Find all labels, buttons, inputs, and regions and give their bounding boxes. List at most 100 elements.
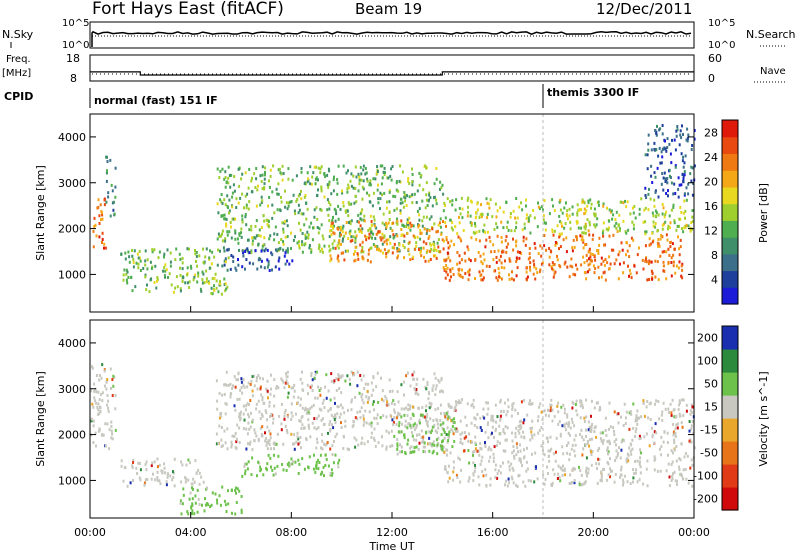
heatmap-cell-1-5: [556, 404, 559, 408]
heatmap-cell-0-8: [683, 173, 686, 177]
heatmap-cell-1-0: [109, 367, 112, 371]
heatmap-cell-1-5: [670, 449, 673, 453]
heatmap-cell-1-0: [90, 389, 93, 393]
heatmap-cell-0-3: [231, 195, 234, 199]
heatmap-cell-1-5: [474, 463, 476, 467]
heatmap-cell-0-5: [600, 275, 603, 279]
x-tick-label-3: 12:00: [376, 526, 408, 539]
heatmap-cell-1-1: [132, 458, 135, 462]
heatmap-cell-0-6: [460, 196, 463, 200]
heatmap-cell-0-5: [645, 257, 647, 261]
heatmap-cell-1-5: [474, 466, 477, 470]
heatmap-cell-1-5: [595, 401, 598, 405]
heatmap-cell-1-5: [549, 435, 552, 439]
heatmap-cell-0-8: [691, 193, 694, 197]
heatmap-cell-1-1: [194, 459, 197, 463]
heatmap-cell-0-8: [656, 166, 659, 170]
heatmap-cell-0-5: [626, 249, 629, 253]
heatmap-cell-1-1: [129, 481, 132, 485]
heatmap-cell-1-5: [568, 433, 571, 437]
heatmap-cell-1-5: [553, 472, 556, 476]
heatmap-cell-1-4: [324, 385, 327, 389]
heatmap-cell-1-4: [428, 406, 431, 410]
heatmap-cell-0-3: [276, 192, 279, 196]
heatmap-cell-0-5: [584, 243, 586, 247]
heatmap-cell-0-3: [225, 224, 228, 228]
heatmap-cell-1-2: [179, 499, 182, 503]
heatmap-cell-1-0: [110, 429, 113, 433]
heatmap-cell-1-5: [667, 407, 670, 411]
heatmap-cell-1-5: [619, 473, 622, 477]
heatmap-cell-0-2: [156, 279, 158, 283]
heatmap-cell-1-4: [365, 395, 368, 399]
heatmap-cell-0-4: [333, 232, 336, 236]
colorbar-frame-0: [721, 119, 739, 305]
heatmap-cell-1-5: [639, 471, 642, 475]
heatmap-cell-1-0: [111, 378, 114, 381]
heatmap-cell-0-3: [304, 233, 307, 237]
heatmap-cell-0-3: [283, 221, 286, 225]
heatmap-cell-1-5: [530, 433, 533, 437]
heatmap-cell-1-4: [329, 398, 332, 402]
freq-panel: [89, 54, 695, 82]
heatmap-cell-0-2: [137, 256, 140, 260]
heatmap-cell-1-2: [219, 503, 222, 507]
heatmap-cell-0-3: [272, 164, 275, 168]
heatmap-cell-1-5: [654, 457, 657, 461]
heatmap-cell-0-3: [326, 173, 329, 177]
heatmap-cell-0-3: [433, 222, 436, 226]
heatmap-cell-1-4: [221, 444, 224, 448]
heatmap-cell-0-0: [99, 203, 102, 207]
heatmap-cell-1-1: [126, 484, 129, 488]
heatmap-cell-0-5: [681, 268, 684, 272]
cpid-block-2: themis 3300 IF: [547, 86, 639, 99]
heatmap-cell-0-5: [644, 259, 647, 263]
heatmap-cell-0-8: [679, 133, 682, 137]
heatmap-cell-0-3: [420, 173, 423, 177]
heatmap-cell-1-1: [195, 472, 198, 475]
heatmap-cell-1-5: [678, 401, 681, 405]
heatmap-cell-1-2: [234, 488, 237, 492]
heatmap-cell-0-8: [666, 137, 669, 141]
heatmap-cell-1-2: [198, 503, 201, 506]
heatmap-cell-0-2: [195, 260, 197, 263]
heatmap-cell-1-1: [187, 458, 190, 462]
heatmap-cell-1-4: [361, 436, 364, 440]
heatmap-cell-1-4: [248, 403, 251, 406]
heatmap-cell-0-7: [245, 258, 248, 261]
heatmap-cell-1-5: [563, 424, 566, 428]
heatmap-cell-0-8: [675, 134, 678, 138]
heatmap-cell-0-3: [307, 177, 310, 181]
heatmap-cell-0-3: [328, 169, 331, 173]
heatmap-cell-0-2: [189, 264, 192, 268]
heatmap-cell-1-2: [182, 493, 185, 497]
heatmap-cell-1-1: [156, 470, 159, 474]
heatmap-cell-1-5: [559, 479, 562, 483]
heatmap-cell-1-4: [426, 381, 429, 384]
heatmap-cell-0-3: [388, 200, 391, 204]
heatmap-cell-0-3: [354, 230, 357, 234]
heatmap-cell-1-5: [585, 466, 588, 470]
heatmap-cell-0-3: [441, 183, 444, 187]
heatmap-cell-1-4: [292, 386, 295, 390]
heatmap-cell-1-4: [247, 421, 250, 425]
heatmap-cell-1-0: [107, 409, 110, 413]
heatmap-cell-1-2: [240, 508, 243, 512]
heatmap-cell-0-4: [330, 224, 332, 228]
heatmap-cell-1-5: [646, 459, 649, 463]
heatmap-cell-1-4: [350, 370, 353, 374]
heatmap-cell-1-5: [689, 466, 692, 470]
heatmap-cell-1-5: [619, 456, 622, 460]
heatmap-cell-0-2: [131, 289, 134, 293]
heatmap-cell-1-5: [542, 448, 544, 452]
heatmap-cell-1-5: [494, 403, 497, 407]
heatmap-cell-1-6: [447, 415, 450, 419]
heatmap-cell-0-3: [223, 177, 226, 181]
heatmap-cell-0-3: [374, 237, 377, 240]
heatmap-cell-0-6: [662, 222, 665, 226]
heatmap-cell-0-4: [443, 239, 445, 243]
heatmap-cell-0-6: [616, 230, 619, 233]
heatmap-cell-0-5: [663, 250, 666, 254]
heatmap-cell-0-3: [387, 176, 390, 180]
freq-tick-top: 18: [66, 52, 80, 65]
